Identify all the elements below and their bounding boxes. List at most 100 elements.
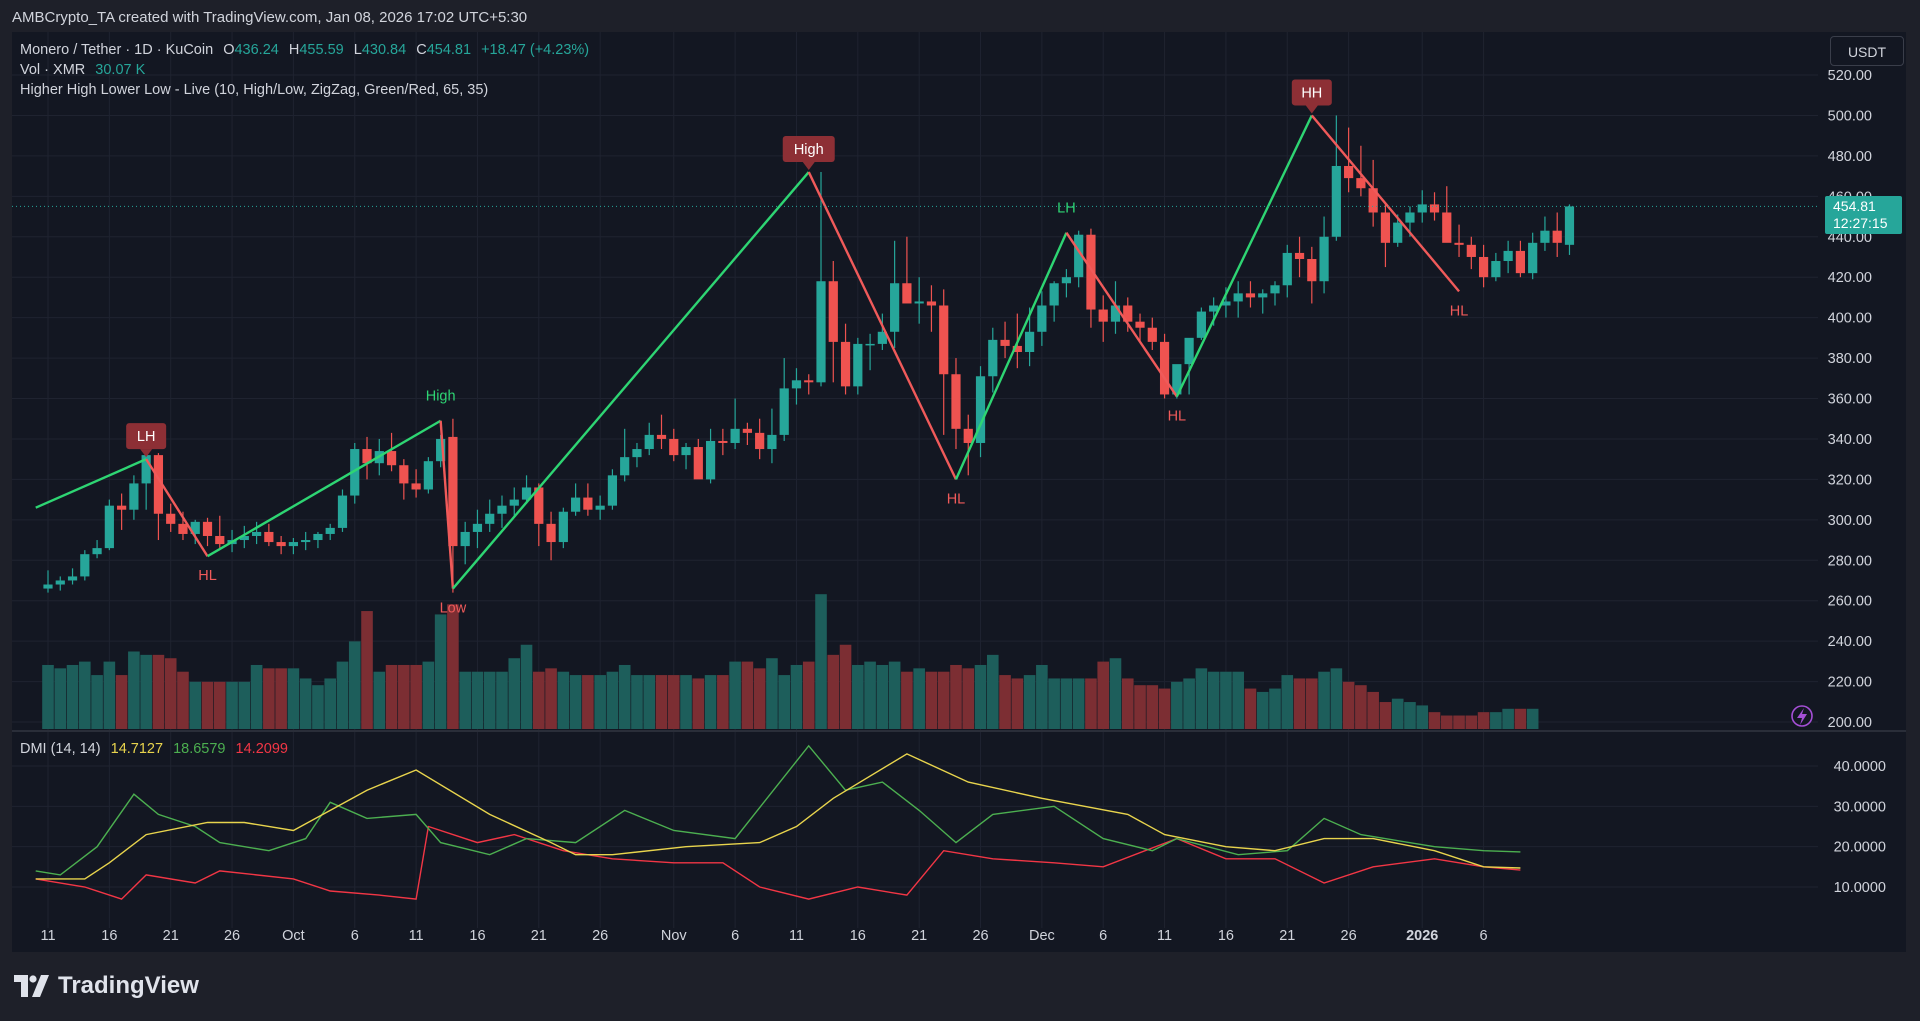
last-price-tag: 454.81 12:27:15: [1825, 196, 1902, 234]
candle-body: [1466, 244, 1476, 257]
volume-bar: [115, 675, 128, 729]
pivot-label-text: High: [794, 142, 824, 158]
candle-body: [362, 449, 372, 464]
volume-bar: [974, 664, 987, 729]
volume-bar: [1391, 698, 1404, 729]
time-tick-label: 21: [911, 928, 927, 944]
time-tick-label: 16: [101, 928, 117, 944]
price-tick-label: 480.00: [1828, 149, 1872, 165]
candle-body: [1209, 305, 1219, 312]
candle-body: [877, 331, 887, 344]
price-axis: [1818, 32, 1906, 952]
dmi-legend: DMI (14, 14) 14.7127 18.6579 14.2099: [20, 741, 288, 757]
candle-body: [718, 440, 728, 443]
candlestick-series: [43, 115, 1575, 593]
candle-body: [1270, 285, 1280, 294]
volume-bar: [1023, 675, 1036, 729]
volume-bar: [1404, 702, 1416, 729]
candle-body: [80, 554, 90, 577]
candle-body: [779, 388, 789, 435]
pivot-label-box: [782, 136, 835, 163]
candle-body: [804, 380, 814, 383]
candle-body: [1528, 242, 1538, 274]
volume-bar: [1183, 678, 1195, 729]
pivot-label: Low: [440, 601, 467, 617]
zigzag-segment: [451, 171, 810, 590]
zigzag-segment: [807, 171, 958, 480]
pivot-label: HL: [947, 491, 966, 507]
candle-body: [1405, 212, 1415, 223]
time-tick-label: Dec: [1029, 928, 1055, 944]
candle-body: [656, 434, 667, 439]
candle-body: [1245, 293, 1256, 298]
candle-body: [1123, 305, 1133, 322]
candle-body: [595, 505, 605, 510]
volume-legend: Vol · XMR 30.07 K: [20, 62, 151, 78]
volume-bar: [1428, 712, 1441, 729]
volume-bar: [336, 661, 349, 729]
volume-bar: [606, 671, 619, 729]
candle-body: [436, 438, 446, 462]
candle-body: [1564, 206, 1575, 245]
lightning-button[interactable]: [1791, 705, 1813, 727]
close-value: 454.81: [426, 42, 472, 58]
volume-bar: [152, 654, 165, 729]
volume-bar: [226, 681, 238, 729]
candle-body: [190, 521, 200, 534]
volume-bar: [299, 678, 312, 729]
candle-body: [1331, 165, 1341, 237]
volume-bar: [667, 675, 680, 729]
candle-body: [43, 584, 53, 589]
pivot-label-text: LH: [1057, 201, 1076, 217]
price-tick-label: 360.00: [1828, 392, 1872, 408]
zigzag-segment: [145, 458, 209, 557]
candle-body: [607, 475, 618, 506]
time-tick-label: 26: [972, 928, 988, 944]
zigzag-series: [35, 114, 1460, 590]
volume-bar: [250, 664, 263, 729]
volume-bar: [901, 671, 913, 729]
candle-body: [865, 343, 875, 346]
volume-bar: [140, 654, 152, 729]
candle-body: [926, 301, 937, 306]
time-tick-label: 11: [789, 928, 804, 944]
zigzag-segment: [1175, 114, 1313, 397]
volume-label: Vol · XMR: [20, 62, 86, 78]
candle-body: [239, 535, 249, 541]
candle-body: [485, 513, 495, 524]
pivot-label-pointer: [802, 162, 815, 171]
candle-body: [816, 281, 826, 383]
candle-body: [1294, 252, 1305, 259]
volume-bar: [398, 664, 410, 729]
volume-bar: [434, 614, 447, 729]
time-tick-label: 6: [1099, 928, 1107, 944]
volume-bar: [1011, 678, 1024, 729]
volume-bar: [1477, 712, 1490, 729]
price-tick-label: 400.00: [1828, 311, 1872, 327]
candle-body: [104, 505, 114, 549]
candle-body: [166, 513, 176, 524]
time-tick-label: 16: [1218, 928, 1234, 944]
candle-body: [1380, 212, 1391, 243]
candle-body: [571, 497, 581, 512]
pivot-label-text: Low: [440, 601, 467, 617]
candle-body: [1086, 234, 1096, 310]
dmi-tick-label: 20.0000: [1834, 840, 1886, 856]
currency-button[interactable]: USDT: [1830, 36, 1904, 66]
open-label: O: [223, 42, 235, 58]
volume-bar: [1121, 678, 1134, 729]
time-tick-label: Nov: [661, 928, 688, 944]
pivot-label: High: [782, 136, 835, 171]
price-tick-label: 260.00: [1828, 594, 1872, 610]
volume-bar: [680, 675, 692, 729]
volume-bar: [1232, 671, 1244, 729]
candle-body: [828, 281, 838, 342]
volume-bar: [213, 681, 226, 729]
volume-bar: [815, 594, 827, 729]
tradingview-logo[interactable]: TradingView: [14, 972, 199, 1000]
volume-bar: [1318, 671, 1330, 729]
lightning-icon: [1797, 708, 1807, 725]
candle-body: [1098, 309, 1108, 322]
candle-body: [1159, 341, 1170, 395]
